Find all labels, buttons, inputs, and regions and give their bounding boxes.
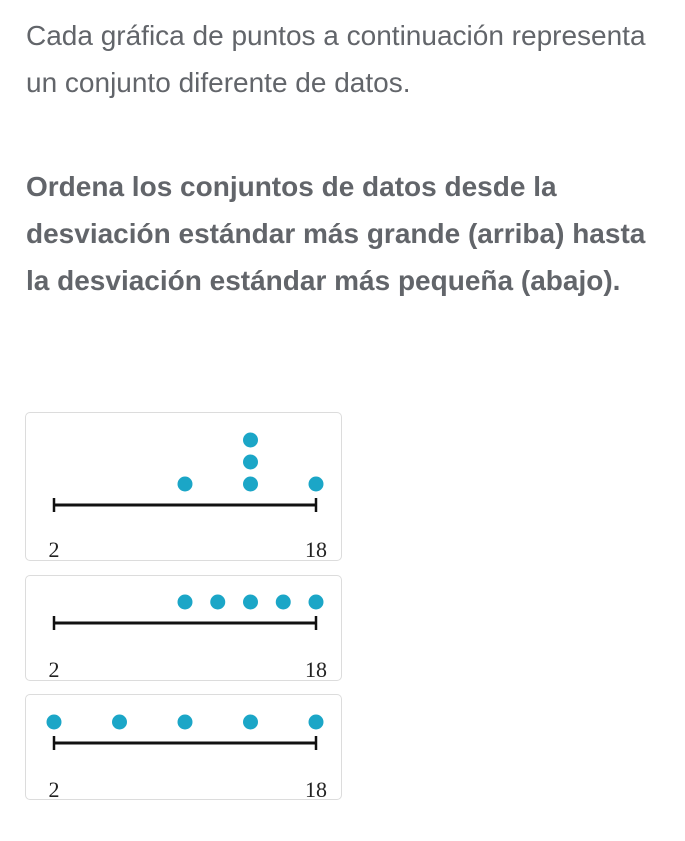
- tick-label-max: 18: [305, 657, 327, 682]
- data-dot: [210, 594, 226, 610]
- data-dot: [177, 476, 193, 492]
- data-dot: [46, 714, 62, 730]
- tick-label-min: 2: [49, 537, 60, 562]
- tick-label-min: 2: [49, 777, 60, 801]
- data-dot: [177, 714, 193, 730]
- data-dot: [243, 714, 258, 730]
- intro-text: Cada gráfica de puntos a continuación re…: [26, 20, 646, 98]
- data-dot: [243, 432, 258, 448]
- data-dot: [308, 594, 324, 610]
- data-dot: [243, 594, 258, 610]
- tick-label-max: 18: [305, 777, 327, 801]
- data-dot: [308, 714, 324, 730]
- dot-plot-2: 2 18: [49, 594, 327, 682]
- instruction-text: Ordena los conjuntos de datos desde la d…: [26, 171, 646, 296]
- data-dot: [243, 476, 258, 492]
- data-dot: [112, 714, 127, 730]
- data-dot: [177, 594, 193, 610]
- data-dot: [243, 454, 258, 470]
- data-dot: [308, 476, 324, 492]
- dot-plot-card-1[interactable]: 2 18: [25, 412, 342, 562]
- dot-plot-card-2[interactable]: 2 18: [25, 575, 342, 682]
- dot-plot-card-3[interactable]: 2 18: [25, 694, 342, 801]
- tick-label-max: 18: [305, 537, 327, 562]
- dot-plot-3: 2 18: [46, 714, 327, 801]
- data-dot: [275, 594, 291, 610]
- dot-plot-1: 2 18: [49, 432, 327, 562]
- tick-label-min: 2: [49, 657, 60, 682]
